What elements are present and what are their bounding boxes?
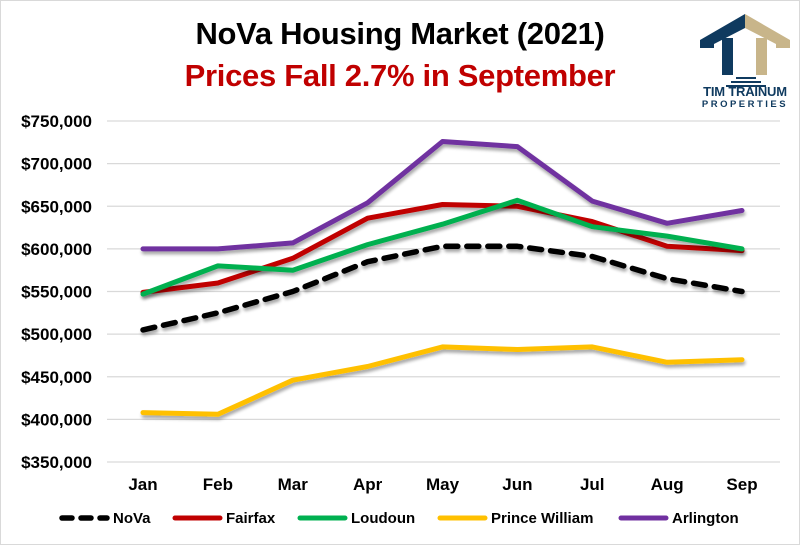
series-line-arlington [140, 139, 745, 252]
tim-trainum-logo-icon [700, 14, 790, 87]
logo-text-properties: PROPERTIES [701, 99, 789, 110]
x-tick-label: Apr [353, 475, 383, 494]
x-axis-ticks: Jan Feb Mar Apr May Jun Jul Aug Sep [128, 475, 757, 494]
legend-item-loudoun: Loudoun [297, 510, 415, 527]
legend-label: Loudoun [351, 510, 415, 527]
chart-subtitle: Prices Fall 2.7% in September [184, 58, 616, 93]
logo-tan-roof [745, 14, 790, 48]
logo-step-3 [726, 85, 766, 87]
legend-label: Prince William [491, 510, 593, 527]
y-tick-label: $450,000 [21, 368, 92, 387]
y-tick-label: $600,000 [21, 240, 92, 259]
y-tick-label: $350,000 [21, 453, 92, 472]
logo-text-name: TIM TRAINUM [703, 84, 787, 99]
x-tick-label: May [426, 475, 460, 494]
y-tick-label: $550,000 [21, 283, 92, 302]
x-tick-label: Aug [651, 475, 684, 494]
series-line-fairfax [140, 202, 745, 295]
chart-title: NoVa Housing Market (2021) [195, 16, 605, 51]
y-tick-label: $750,000 [21, 112, 92, 131]
x-tick-label: Feb [203, 475, 233, 494]
logo-navy-pillar [722, 38, 733, 75]
logo-step-2 [731, 81, 761, 83]
logo-tan-pillar [756, 38, 767, 75]
gridlines [107, 120, 780, 463]
logo-step-1 [736, 77, 756, 79]
legend-item-arlington: Arlington [618, 510, 739, 527]
series-line-nova [140, 243, 745, 333]
legend-label: Arlington [672, 510, 739, 527]
logo-navy-roof [700, 14, 745, 48]
y-tick-label: $650,000 [21, 197, 92, 216]
x-tick-label: Sep [726, 475, 757, 494]
series-line-loudoun [140, 197, 745, 297]
y-tick-label: $700,000 [21, 155, 92, 174]
x-tick-label: Jun [502, 475, 532, 494]
legend-label: NoVa [113, 510, 151, 527]
legend-item-fairfax: Fairfax [172, 510, 276, 527]
y-axis-ticks: $350,000 $400,000 $450,000 $500,000 $550,000… [21, 112, 92, 472]
legend-item-nova: NoVa [59, 510, 151, 527]
x-tick-label: Mar [278, 475, 309, 494]
series-line-prince-william [140, 344, 745, 417]
legend: NoVa Fairfax Loudoun Prince William Arlingto… [59, 510, 739, 527]
legend-label: Fairfax [226, 510, 276, 527]
x-tick-label: Jan [128, 475, 157, 494]
y-tick-label: $500,000 [21, 325, 92, 344]
x-tick-label: Jul [580, 475, 605, 494]
y-tick-label: $400,000 [21, 410, 92, 429]
legend-item-prince-william: Prince William [437, 510, 593, 527]
series-lines [140, 139, 745, 417]
